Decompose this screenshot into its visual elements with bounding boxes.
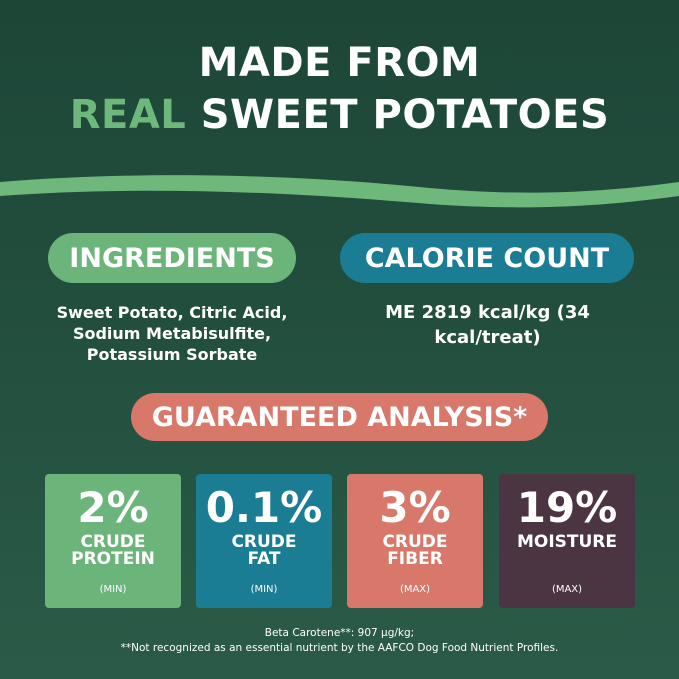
analysis-box: 0.1% CRUDE FAT (MIN) xyxy=(196,474,332,608)
title-line: REAL SWEET POTATOES xyxy=(0,92,679,138)
ingredients-heading: INGREDIENTS xyxy=(48,233,296,283)
analysis-box: 2% CRUDE PROTEIN (MIN) xyxy=(45,474,181,608)
analysis-label: FAT xyxy=(247,549,281,569)
ingredients-line: Sweet Potato, Citric Acid, xyxy=(56,303,288,322)
analysis-label: CRUDE xyxy=(231,532,297,552)
title-highlight: REAL xyxy=(69,92,187,138)
analysis-label: CRUDE xyxy=(80,532,146,552)
calories-text: ME 2819 kcal/kg (34 kcal/treat) xyxy=(345,300,630,350)
title: SWEET POTATOES xyxy=(200,92,610,138)
ingredients-text: Sweet Potato, Citric Acid, Sodium Metabis… xyxy=(30,302,314,365)
analysis-qualifier: (MIN) xyxy=(250,584,278,595)
analysis-box: 3% CRUDE FIBER (MAX) xyxy=(347,474,483,608)
analysis-label: CRUDE xyxy=(382,532,448,552)
wave-band xyxy=(0,175,679,208)
analysis-label: MOISTURE xyxy=(516,532,618,552)
wave xyxy=(0,175,679,208)
analysis-label: FIBER xyxy=(387,549,443,569)
ingredients-line: Sodium Metabisulfite, xyxy=(72,324,272,343)
analysis-qualifier: (MIN) xyxy=(99,584,127,595)
analysis-box: 19% MOISTURE (MAX) xyxy=(499,474,635,608)
analysis-value: 2% xyxy=(77,483,149,532)
calories-line: ME 2819 kcal/kg (34 xyxy=(385,302,590,323)
analysis-label: PROTEIN xyxy=(71,549,155,569)
analysis-value: 0.1% xyxy=(205,483,323,532)
analysis-qualifier: (MAX) xyxy=(551,584,583,595)
analysis-qualifier: (MAX) xyxy=(399,584,431,595)
title: MADE FROM xyxy=(198,40,481,86)
footnote: **Not recognized as an essential nutrien… xyxy=(120,642,559,654)
ingredients-line: Potassium Sorbate xyxy=(86,345,258,364)
analysis-heading: GUARANTEED ANALYSIS* xyxy=(131,393,548,441)
calories-heading: CALORIE COUNT xyxy=(340,233,634,283)
analysis-value: 3% xyxy=(379,483,451,532)
calories-line: kcal/treat) xyxy=(434,327,541,348)
footnote: Beta Carotene**: 907 µg/kg; xyxy=(264,627,415,639)
analysis-value: 19% xyxy=(516,483,618,532)
